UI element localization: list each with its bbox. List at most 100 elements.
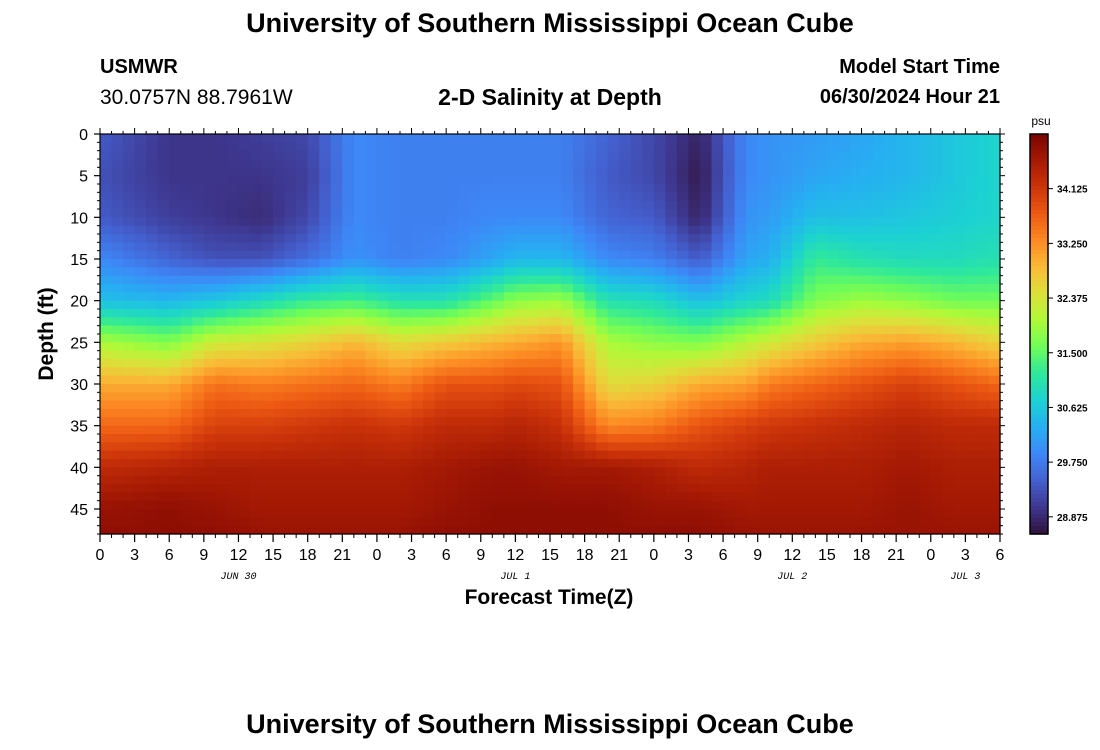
heat-cell [215, 200, 228, 210]
heat-cell [734, 459, 747, 468]
heat-cell [226, 375, 240, 385]
heat-cell [365, 517, 378, 527]
heat-cell [896, 509, 909, 518]
colorbar-swatch [1030, 482, 1048, 487]
heat-cell [584, 467, 597, 477]
heat-cell [273, 517, 286, 527]
heat-cell [757, 492, 770, 502]
heat-cell [630, 242, 643, 252]
heat-cell [769, 309, 782, 318]
colorbar-swatch [1030, 318, 1048, 323]
heat-cell [134, 517, 147, 527]
heat-cell [111, 192, 124, 202]
heat-cell [330, 259, 343, 268]
heat-cell [607, 342, 620, 352]
heat-cell [457, 267, 470, 277]
heat-cell [411, 350, 424, 360]
heat-cell [469, 250, 482, 260]
heat-cell [619, 167, 632, 177]
heat-cell [734, 175, 747, 185]
heat-cell [723, 175, 736, 185]
heat-cell [180, 267, 193, 277]
heat-cell [250, 384, 263, 393]
heat-cell [780, 150, 793, 160]
heat-cell [134, 267, 147, 277]
heat-cell [503, 509, 516, 518]
heat-cell [215, 442, 228, 452]
heat-cell [434, 317, 447, 327]
heat-cell [492, 292, 505, 302]
heat-cell [215, 142, 228, 152]
heat-cell [157, 400, 170, 410]
heat-cell [676, 242, 690, 252]
heat-cell [550, 500, 563, 510]
heat-cell [111, 292, 124, 302]
heat-cell [873, 517, 886, 527]
heat-cell [688, 392, 701, 402]
heat-cell [250, 150, 263, 160]
heat-cell [180, 517, 193, 527]
heat-cell [803, 142, 816, 152]
heat-cell [146, 150, 159, 160]
heat-cell [907, 159, 920, 168]
heat-cell [884, 484, 897, 493]
heat-cell [376, 309, 390, 318]
heat-cell [561, 175, 574, 185]
heat-cell [446, 350, 459, 360]
heat-cell [896, 425, 909, 435]
heat-cell [215, 359, 228, 368]
heat-cell [734, 467, 747, 477]
heat-cell [192, 442, 205, 452]
heat-cell [446, 459, 459, 468]
y-tick-label: 45 [70, 502, 88, 519]
colorbar-swatch [1030, 474, 1048, 479]
colorbar-swatch [1030, 514, 1048, 519]
heat-cell [146, 134, 159, 143]
heat-cell [930, 367, 943, 377]
heat-cell [953, 167, 966, 177]
heat-cell [884, 392, 897, 402]
heat-cell [550, 225, 563, 235]
heat-cell [584, 300, 597, 310]
heat-cell [203, 192, 216, 202]
heat-cell [734, 359, 747, 368]
heat-cell [146, 309, 159, 318]
colorbar-swatch [1030, 326, 1048, 331]
colorbar-swatch [1030, 334, 1048, 339]
heat-cell [469, 500, 482, 510]
heat-cell [850, 342, 863, 352]
heat-cell [100, 484, 113, 493]
heat-cell [353, 184, 366, 193]
heat-cell [342, 392, 355, 402]
heat-cell [723, 142, 736, 152]
heat-cell [573, 300, 586, 310]
heat-cell [965, 434, 978, 443]
heat-cell [376, 467, 390, 477]
heat-cell [480, 192, 493, 202]
heat-cell [838, 459, 851, 468]
heat-cell [365, 175, 378, 185]
plot-title: 2-D Salinity at Depth [438, 84, 662, 110]
heat-cell [711, 159, 724, 168]
heat-cell [596, 350, 609, 360]
heat-cell [873, 400, 886, 410]
heat-cell [965, 484, 978, 493]
heat-cell [457, 484, 470, 493]
heat-cell [169, 375, 182, 385]
heat-cell [169, 517, 182, 527]
heat-cell [769, 400, 782, 410]
heat-cell [492, 309, 505, 318]
heat-cell [284, 200, 297, 210]
heat-cell [965, 267, 978, 277]
heat-cell [873, 450, 886, 460]
heat-cell [596, 150, 609, 160]
heat-cell [688, 284, 701, 293]
heat-cell [792, 134, 805, 143]
heat-cell [803, 309, 816, 318]
heat-cell [157, 150, 170, 160]
heat-cell [261, 392, 274, 402]
colorbar-swatch [1030, 178, 1048, 183]
heat-cell [930, 300, 943, 310]
heat-cell [296, 334, 309, 343]
